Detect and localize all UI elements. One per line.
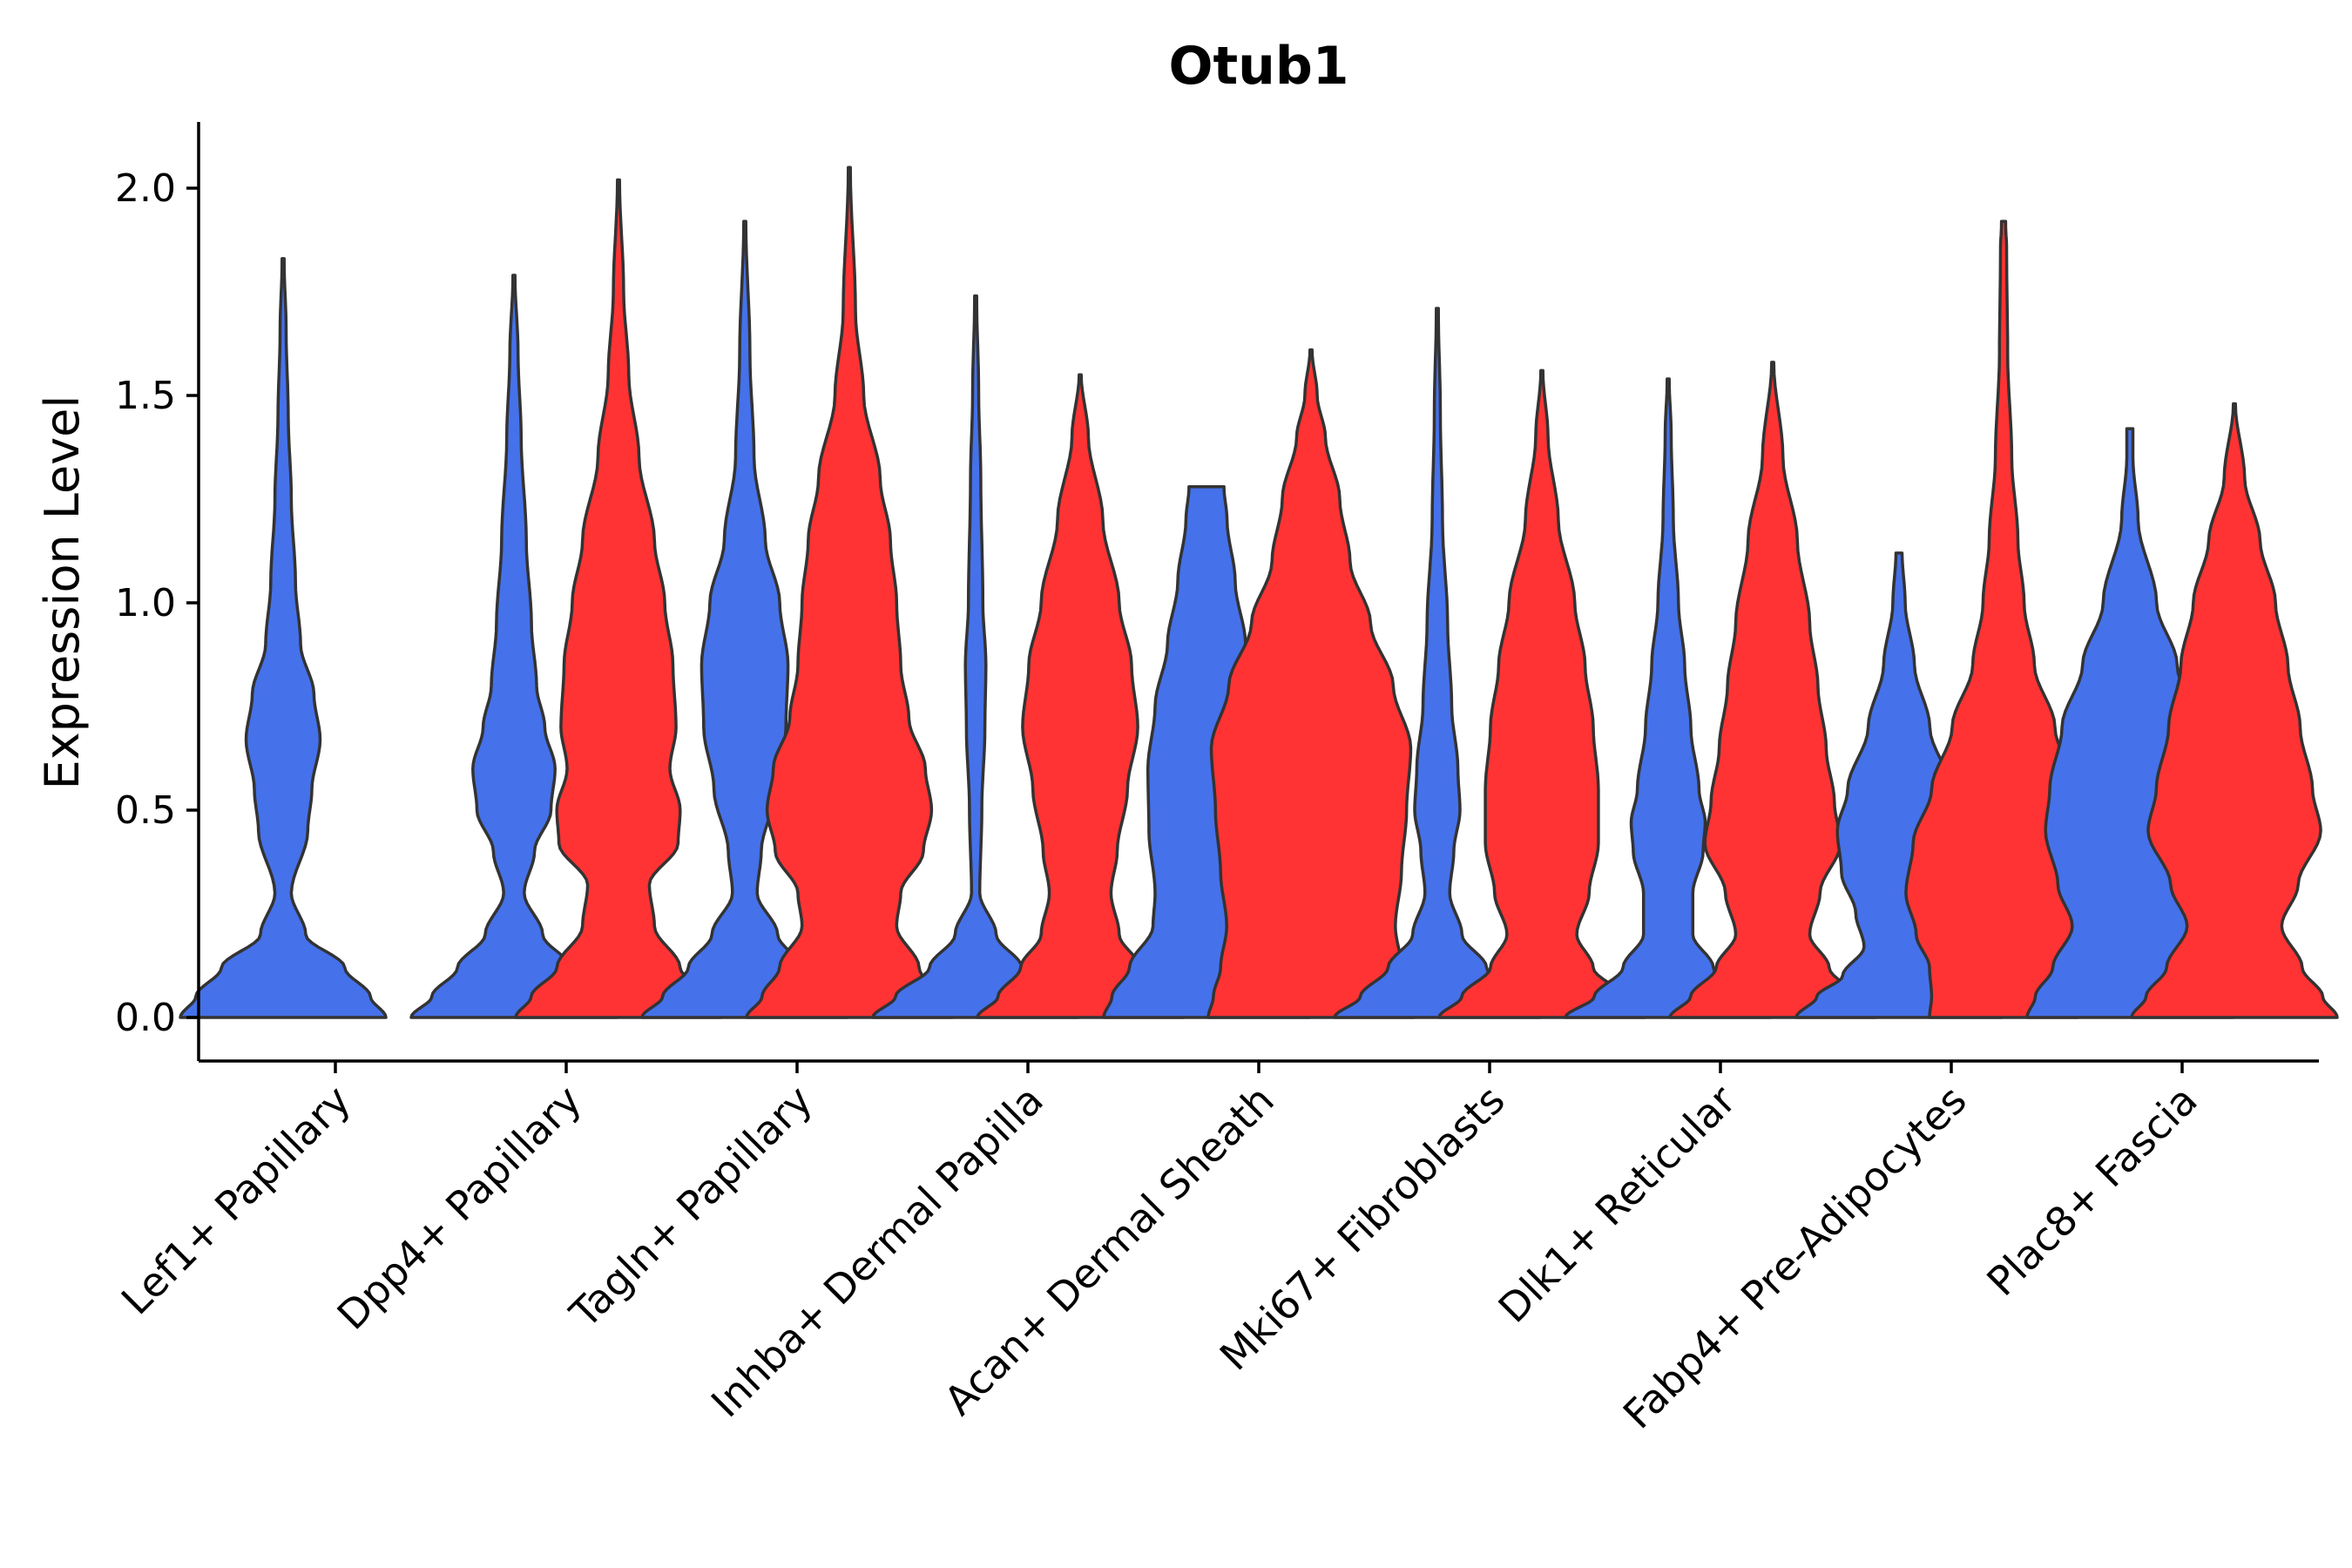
x-tick-label: Plac8+ Fascia <box>1977 1077 2206 1305</box>
violin-4-group1 <box>871 294 1080 1019</box>
y-tick-label: 1.5 <box>115 374 176 418</box>
x-tick-label: Lef1+ Papillary <box>112 1077 360 1324</box>
x-tick-label: Dpp4+ Papillary <box>328 1077 591 1339</box>
y-axis-label: Expression Level <box>35 395 90 790</box>
violin-3-group2 <box>745 166 954 1019</box>
violin-4-group2 <box>976 373 1185 1019</box>
violin-2-group2 <box>514 178 723 1019</box>
y-tick-label: 2.0 <box>115 166 176 211</box>
violin-3-group1 <box>640 220 849 1019</box>
violin-9-group2 <box>2130 402 2339 1019</box>
y-tick-label: 0.5 <box>115 788 176 833</box>
chart-title: Otub1 <box>1168 36 1348 97</box>
y-axis: 0.0 0.5 1.0 1.5 2.0 <box>115 122 200 1061</box>
violin-6-group2 <box>1437 368 1646 1019</box>
violin-2-group1 <box>409 274 618 1019</box>
violin-7-group2 <box>1668 361 1877 1019</box>
violin-1-group1 <box>179 257 388 1019</box>
violin-layer <box>179 166 2339 1019</box>
y-tick-label: 0.0 <box>115 996 176 1040</box>
x-tick-label: Tagln+ Papillary <box>560 1077 821 1338</box>
violin-5-group2 <box>1206 348 1416 1019</box>
x-tick-label: Dlk1+ Reticular <box>1490 1077 1745 1332</box>
violin-6-group1 <box>1333 307 1542 1019</box>
violin-7-group1 <box>1564 377 1773 1019</box>
y-tick-label: 1.0 <box>115 581 176 625</box>
